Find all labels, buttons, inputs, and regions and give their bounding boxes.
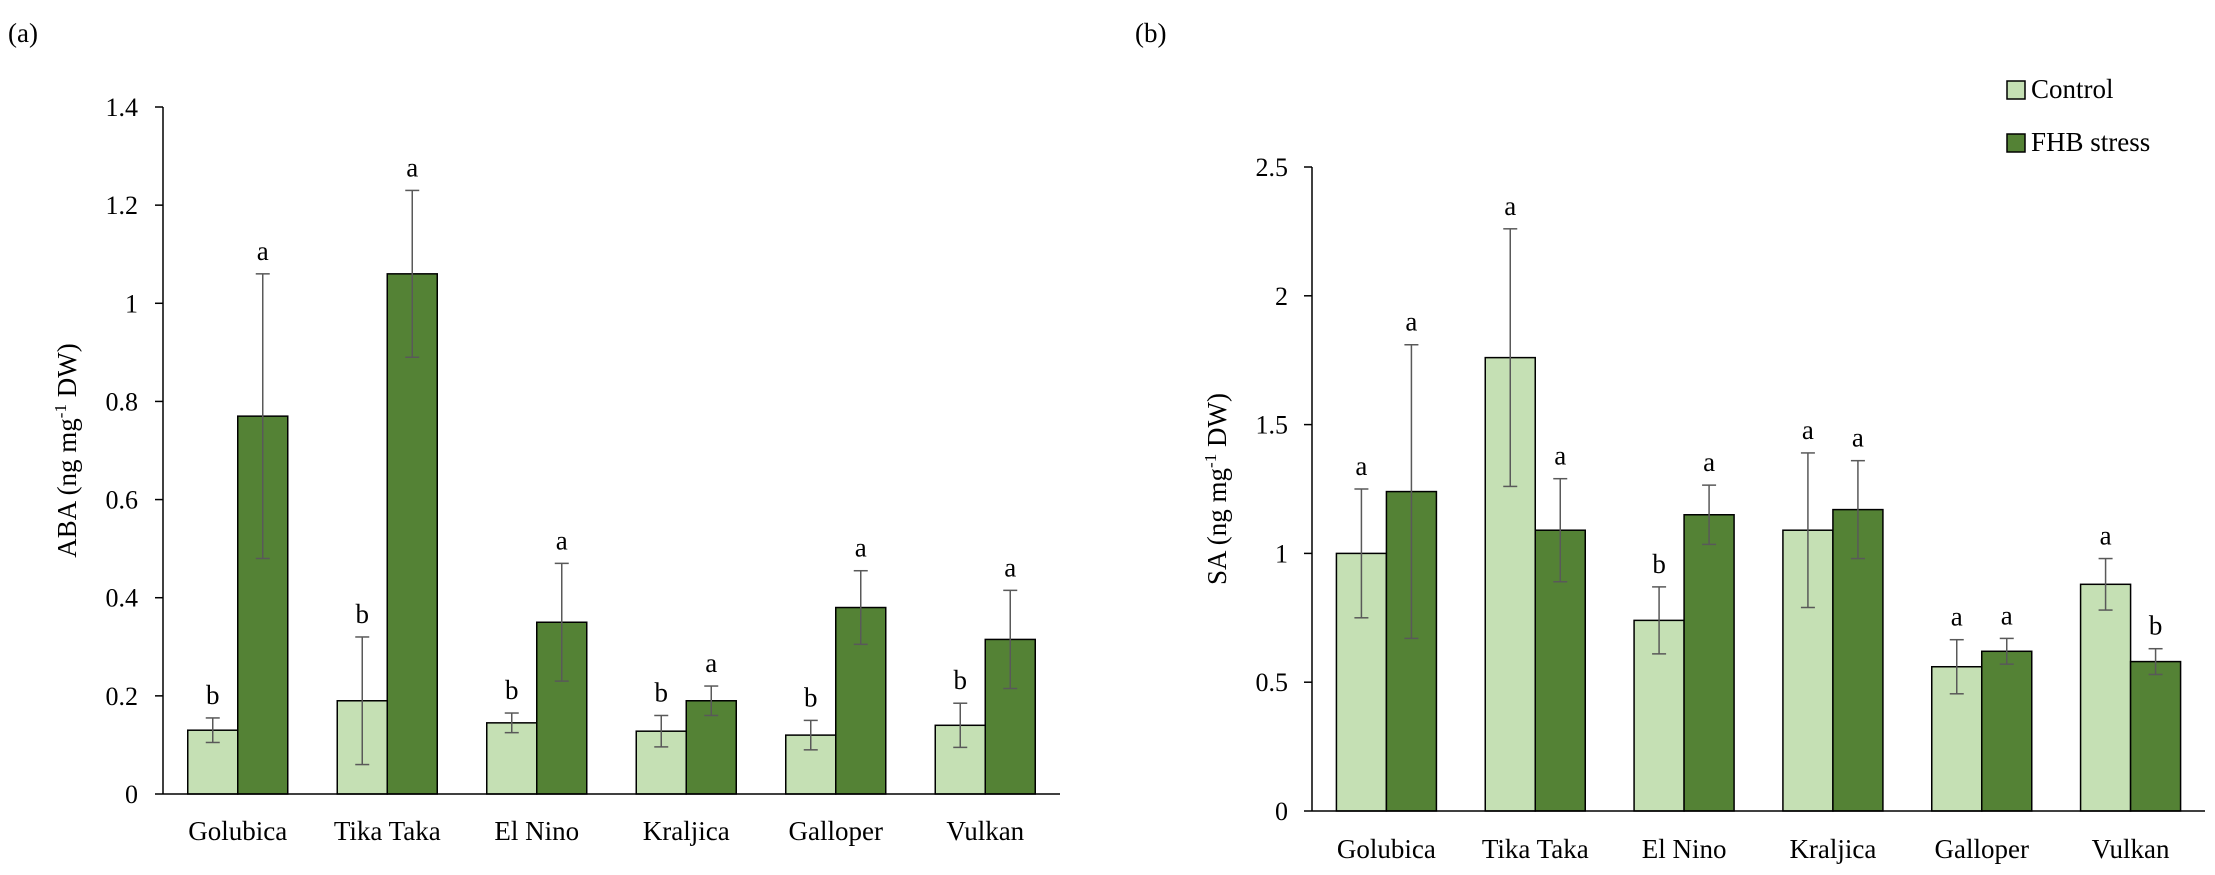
legend-swatch-fhb-stress bbox=[2006, 133, 2026, 153]
x-tick-label: Vulkan bbox=[2092, 834, 2170, 864]
bar-control bbox=[486, 722, 538, 795]
x-tick-label: Vulkan bbox=[946, 816, 1024, 846]
significance-letter: a bbox=[2001, 600, 2013, 630]
significance-letter: a bbox=[257, 236, 269, 266]
x-tick-label: Golubica bbox=[188, 816, 287, 846]
bar-fhb-stress bbox=[1832, 508, 1884, 812]
significance-letter: a bbox=[1951, 602, 1963, 632]
legend-swatch-control bbox=[2006, 80, 2026, 100]
x-tick-label: El Nino bbox=[1642, 834, 1727, 864]
y-tick-label: 0 bbox=[1275, 797, 1288, 826]
y-tick-label: 2.5 bbox=[1256, 153, 1289, 182]
bar-control bbox=[1484, 356, 1536, 812]
significance-letter: a bbox=[1554, 441, 1566, 471]
y-tick-label: 1 bbox=[1275, 539, 1288, 568]
legend-label: Control bbox=[2031, 74, 2114, 104]
y-axis-label: ABA (ng mg-1 DW) bbox=[51, 343, 82, 557]
significance-letter: b bbox=[206, 680, 220, 710]
panel-label: (b) bbox=[1135, 18, 1166, 48]
y-tick-label: 0.4 bbox=[106, 584, 139, 613]
y-tick-label: 1.2 bbox=[106, 191, 139, 220]
bar-fhb-stress bbox=[386, 273, 438, 795]
significance-letter: b bbox=[655, 677, 669, 707]
y-tick-label: 0.2 bbox=[106, 682, 139, 711]
significance-letter: b bbox=[2149, 611, 2163, 641]
y-tick-label: 0.5 bbox=[1256, 668, 1289, 697]
significance-letter: a bbox=[1004, 552, 1016, 582]
bar-fhb-stress bbox=[1981, 650, 2033, 812]
y-tick-label: 1.5 bbox=[1256, 411, 1289, 440]
significance-letter: b bbox=[356, 599, 370, 629]
y-axis-label-unit: DW) bbox=[52, 343, 82, 404]
significance-letter: a bbox=[1852, 423, 1864, 453]
significance-letter: b bbox=[804, 682, 818, 712]
legend: Control FHB stress bbox=[2006, 74, 2150, 157]
x-tick-label: Galloper bbox=[1935, 834, 2029, 864]
x-tick-label: Kraljica bbox=[1789, 834, 1876, 864]
y-tick-label: 0.6 bbox=[106, 486, 139, 515]
x-tick-label: Tika Taka bbox=[334, 816, 441, 846]
y-tick-label: 1 bbox=[125, 289, 138, 318]
x-tick-label: El Nino bbox=[494, 816, 579, 846]
significance-letter: a bbox=[406, 152, 418, 182]
panel-label: (a) bbox=[8, 18, 38, 48]
significance-letter: a bbox=[855, 533, 867, 563]
y-tick-label: 2 bbox=[1275, 282, 1288, 311]
significance-letter: a bbox=[556, 525, 568, 555]
significance-letter: a bbox=[1802, 415, 1814, 445]
significance-letter: b bbox=[954, 665, 968, 695]
legend-label: FHB stress bbox=[2031, 127, 2150, 157]
y-tick-label: 1.4 bbox=[106, 93, 139, 122]
x-tick-label: Golubica bbox=[1337, 834, 1436, 864]
y-axis-label-text: ABA (ng mg bbox=[52, 418, 82, 558]
significance-letter: a bbox=[705, 648, 717, 678]
significance-letter: b bbox=[1652, 549, 1666, 579]
y-axis-label: SA (ng mg-1 DW) bbox=[1201, 393, 1232, 585]
significance-letter: a bbox=[1504, 191, 1516, 221]
significance-letter: a bbox=[1405, 307, 1417, 337]
bar-fhb-stress bbox=[1683, 514, 1735, 812]
bar-fhb-stress bbox=[2129, 660, 2182, 812]
x-tick-label: Galloper bbox=[789, 816, 883, 846]
significance-letter: a bbox=[1703, 447, 1715, 477]
panel-b-sa-chart: (b) SA (ng mg-1 DW) 0 0.5 1 1.5 2 2.5 a a Golubica… bbox=[1135, 18, 2205, 864]
significance-letter: b bbox=[505, 675, 519, 705]
y-axis-label-superscript: -1 bbox=[51, 404, 70, 418]
x-tick-label: Kraljica bbox=[643, 816, 730, 846]
bar-control bbox=[2079, 583, 2132, 812]
y-tick-label: 0 bbox=[125, 780, 138, 809]
x-tick-label: Tika Taka bbox=[1482, 834, 1589, 864]
significance-letter: a bbox=[1355, 451, 1367, 481]
y-tick-label: 0.8 bbox=[106, 387, 139, 416]
y-axis-label-text: SA (ng mg bbox=[1202, 468, 1232, 585]
panel-a-aba-chart: (a) ABA (ng mg-1 DW) 0 0.2 0.4 0.6 0.8 1 1.2 1.4 b… bbox=[8, 18, 1060, 846]
y-axis-label-unit: DW) bbox=[1202, 393, 1232, 454]
y-axis-label-superscript: -1 bbox=[1201, 454, 1220, 468]
significance-letter: a bbox=[2100, 521, 2112, 551]
